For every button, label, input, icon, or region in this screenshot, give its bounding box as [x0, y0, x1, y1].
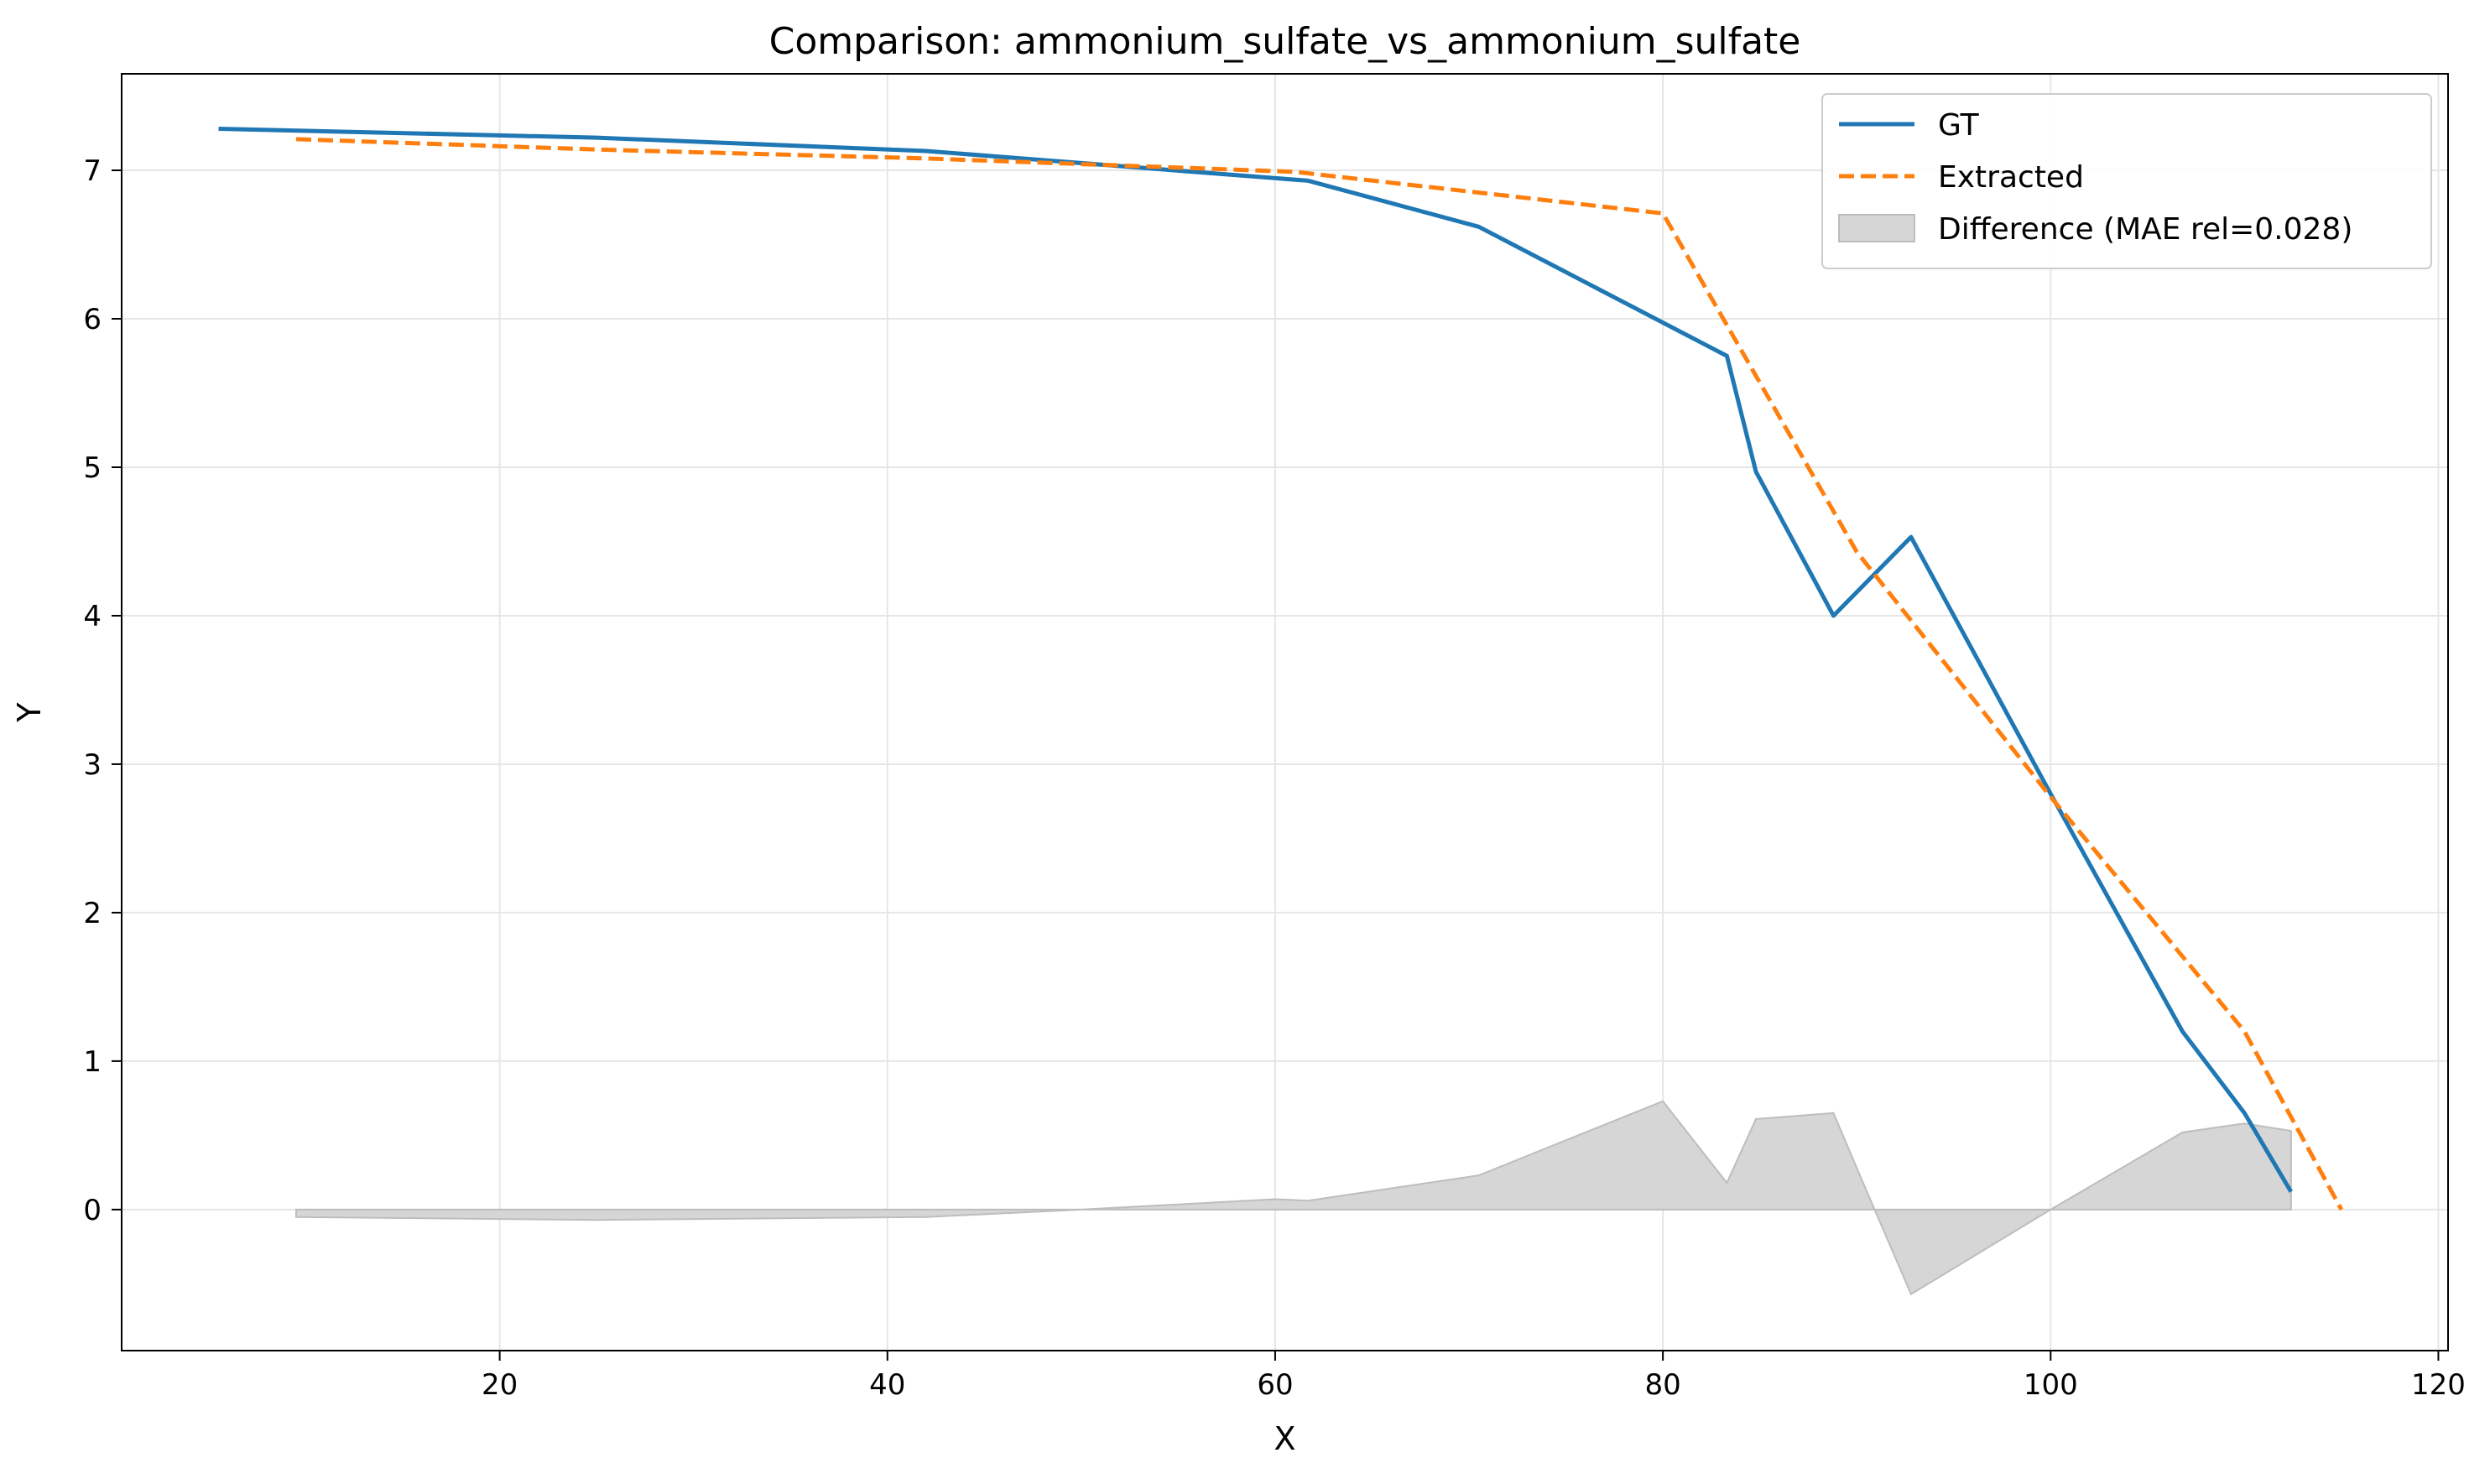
legend-label-gt: GT	[1938, 108, 1980, 143]
y-tick-label: 0	[83, 1194, 102, 1227]
legend-box	[1821, 93, 2432, 269]
x-tick-label: 20	[482, 1368, 518, 1402]
y-tick-label: 4	[83, 600, 102, 633]
y-tick-label: 2	[83, 897, 102, 930]
y-tick-label: 7	[83, 154, 102, 188]
plot-frame	[121, 73, 2449, 1351]
legend-label-difference: Difference (MAE rel=0.028)	[1938, 212, 2352, 247]
x-tick-label: 80	[1644, 1368, 1680, 1402]
y-tick-label: 6	[83, 303, 102, 336]
series-line-extracted	[295, 137, 2344, 1211]
series-line-gt	[218, 126, 2293, 1193]
difference-area	[294, 1100, 2292, 1296]
x-tick-label: 60	[1257, 1368, 1293, 1402]
y-tick-label: 3	[83, 748, 102, 782]
legend-swatch-difference	[1838, 214, 1915, 242]
y-tick-label: 1	[83, 1045, 102, 1079]
legend-label-extracted: Extracted	[1938, 160, 2084, 195]
x-tick-label: 100	[2024, 1368, 2078, 1402]
x-axis-label: X	[1274, 1420, 1295, 1457]
y-tick-label: 5	[83, 451, 102, 485]
legend: GT Extracted Difference (MAE rel=0.028)	[1821, 93, 2432, 269]
chart-title: Comparison: ammonium_sulfate_vs_ammonium…	[769, 20, 1801, 63]
y-axis-label: Y	[11, 702, 48, 723]
x-tick-label: 40	[869, 1368, 905, 1402]
x-tick-label: 120	[2411, 1368, 2466, 1402]
